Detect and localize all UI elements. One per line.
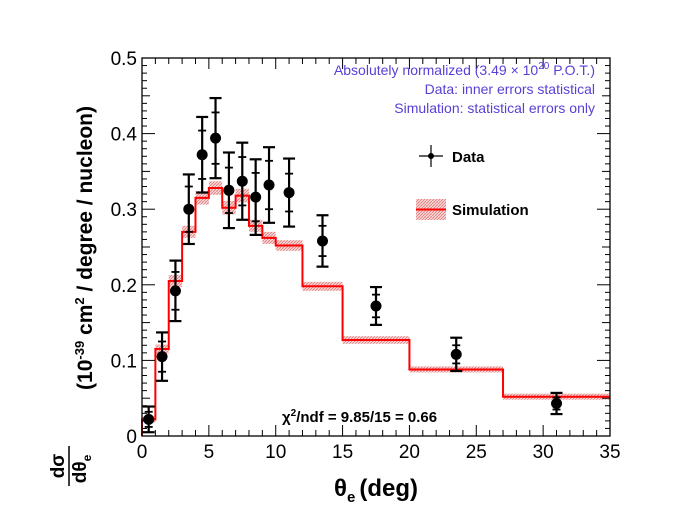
legend-data-marker <box>419 145 443 167</box>
data-point-1 <box>156 331 169 382</box>
x-axis-ticks: 0 5 10 15 20 25 30 35 <box>137 58 621 463</box>
data-point-10 <box>283 157 296 228</box>
data-points <box>142 96 563 434</box>
sim-histogram-line <box>141 187 610 436</box>
annotation-line3: Simulation: statistical errors only <box>394 100 595 116</box>
x-tick-label-6: 30 <box>533 442 554 463</box>
x-axis-title: θe (deg) <box>334 475 418 506</box>
y-axis-derivative: dσ dθe <box>48 446 94 486</box>
y-tick-label-1: 0.1 <box>111 351 137 372</box>
data-point-3 <box>182 173 195 246</box>
annotation-line2: Data: inner errors statistical <box>425 81 595 97</box>
data-point-7 <box>236 141 249 221</box>
x-tick-label-2: 10 <box>265 442 286 463</box>
y-axis-numerator: dσ <box>48 454 69 479</box>
x-tick-label-3: 15 <box>332 442 353 463</box>
data-point-14 <box>550 391 563 416</box>
y-tick-label-5: 0.5 <box>111 49 137 70</box>
data-point-12 <box>370 285 382 326</box>
legend-simulation-label: Simulation <box>452 202 529 219</box>
simulation-histogram <box>141 187 610 436</box>
y-axis-title: (10-39 cm2 / degree / nucleon) <box>72 106 97 390</box>
y-tick-label-3: 0.3 <box>111 200 137 221</box>
y-axis-ticks: 0 0.1 0.2 0.3 0.4 0.5 <box>111 49 610 448</box>
x-tick-label-0: 0 <box>137 442 148 463</box>
legend: Data Simulation <box>416 145 529 220</box>
data-point-6 <box>222 151 235 230</box>
data-point-8 <box>249 158 262 237</box>
chi2-label: χ2/ndf = 9.85/15 = 0.66 <box>282 408 437 426</box>
y-axis-units: (10-39 cm2 / degree / nucleon) <box>72 106 97 390</box>
y-tick-label-0: 0 <box>126 427 137 448</box>
data-point-0 <box>142 405 155 434</box>
y-tick-label-2: 0.2 <box>111 276 137 297</box>
legend-simulation-marker <box>416 199 446 220</box>
data-point-13 <box>450 336 463 373</box>
x-tick-label-4: 20 <box>399 442 420 463</box>
annotation-line1: Absolutely normalized (3.49 × 1020 P.O.T… <box>334 61 595 78</box>
data-point-5 <box>209 96 222 180</box>
data-point-2 <box>169 259 182 323</box>
data-point-11 <box>316 214 329 268</box>
x-tick-label-1: 5 <box>204 442 215 463</box>
x-tick-label-7: 35 <box>599 442 620 463</box>
data-point-4 <box>196 115 209 194</box>
y-tick-label-4: 0.4 <box>111 125 138 146</box>
x-tick-label-5: 25 <box>466 442 487 463</box>
data-point-9 <box>263 146 276 224</box>
legend-data-label: Data <box>452 149 485 166</box>
y-axis-denominator: dθe <box>70 454 94 483</box>
